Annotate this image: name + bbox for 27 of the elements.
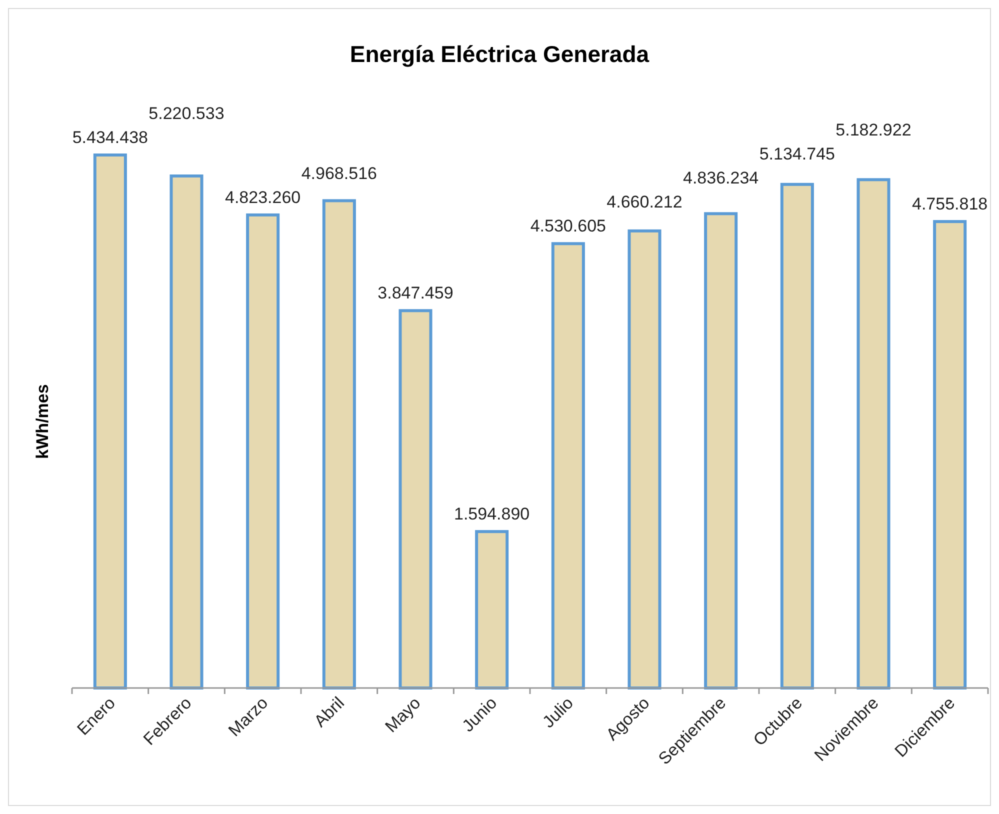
data-label: 4.755.818 (912, 194, 988, 214)
bar (246, 213, 280, 690)
data-label: 5.434.438 (72, 128, 148, 147)
y-axis-title: kWh/mes (33, 384, 52, 459)
data-label: 5.134.745 (759, 144, 835, 164)
data-label: 4.968.516 (301, 164, 377, 183)
bar (93, 154, 127, 690)
data-label: 5.220.533 (148, 104, 224, 123)
data-label: 4.836.234 (683, 168, 759, 188)
bar (170, 174, 204, 690)
bar (628, 229, 662, 690)
data-label: 5.182.922 (836, 120, 912, 140)
data-label: 4.823.260 (225, 188, 301, 207)
bar (398, 309, 432, 690)
bar (933, 220, 967, 690)
data-label: 3.847.459 (378, 284, 454, 303)
bar (856, 178, 890, 690)
bar (322, 199, 356, 690)
bar (780, 182, 814, 690)
data-label: 4.530.605 (530, 216, 606, 236)
bar (704, 212, 738, 690)
x-tick-label: Julio (538, 693, 577, 732)
bar (551, 242, 585, 690)
bar (475, 530, 509, 690)
data-label: 4.660.212 (606, 192, 682, 212)
chart-title: Energía Eléctrica Generada (350, 41, 650, 67)
data-label: 1.594.890 (454, 504, 530, 524)
